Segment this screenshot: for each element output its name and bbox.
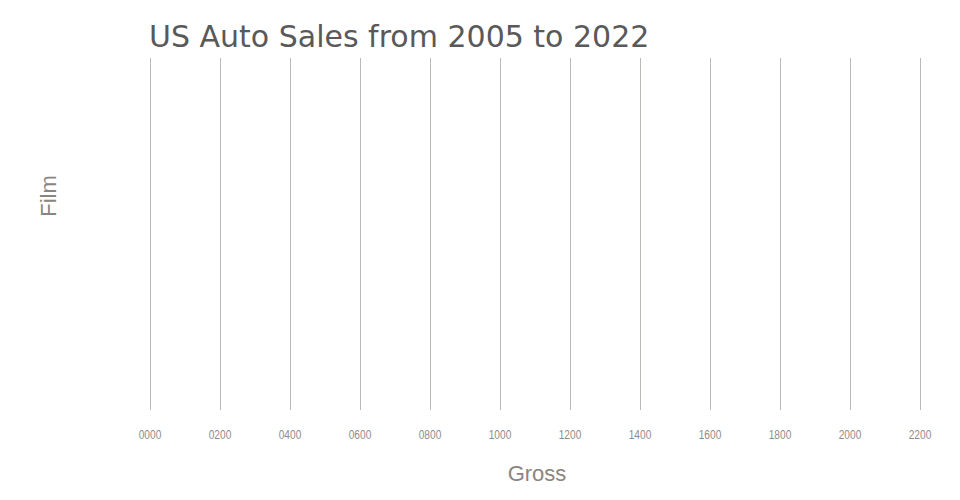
x-tick-label: 1400 (613, 428, 668, 441)
x-tick-label: 1600 (683, 428, 738, 441)
chart: US Auto Sales from 2005 to 2022 0000 0200… (0, 0, 960, 500)
x-tick-label: 2000 (823, 428, 878, 441)
x-tick-label: 1200 (543, 428, 598, 441)
gridline (920, 58, 921, 410)
gridline (150, 58, 151, 410)
x-tick-label: 1800 (753, 428, 808, 441)
gridline (360, 58, 361, 410)
x-tick-label: 0600 (333, 428, 388, 441)
chart-title: US Auto Sales from 2005 to 2022 (149, 22, 649, 52)
x-axis-label: Gross (508, 461, 567, 487)
gridline (570, 58, 571, 410)
gridline (850, 58, 851, 410)
gridline (780, 58, 781, 410)
gridline (640, 58, 641, 410)
x-tick-label: 0200 (193, 428, 248, 441)
x-tick-label: 0000 (123, 428, 178, 441)
x-tick-label: 0800 (403, 428, 458, 441)
x-tick-label: 0400 (263, 428, 318, 441)
x-tick-label: 1000 (473, 428, 528, 441)
gridline (290, 58, 291, 410)
y-axis-label: Film (36, 175, 62, 217)
x-tick-label: 2200 (893, 428, 948, 441)
plot-area (150, 58, 921, 410)
gridline (220, 58, 221, 410)
gridline (430, 58, 431, 410)
gridline (710, 58, 711, 410)
gridline (500, 58, 501, 410)
